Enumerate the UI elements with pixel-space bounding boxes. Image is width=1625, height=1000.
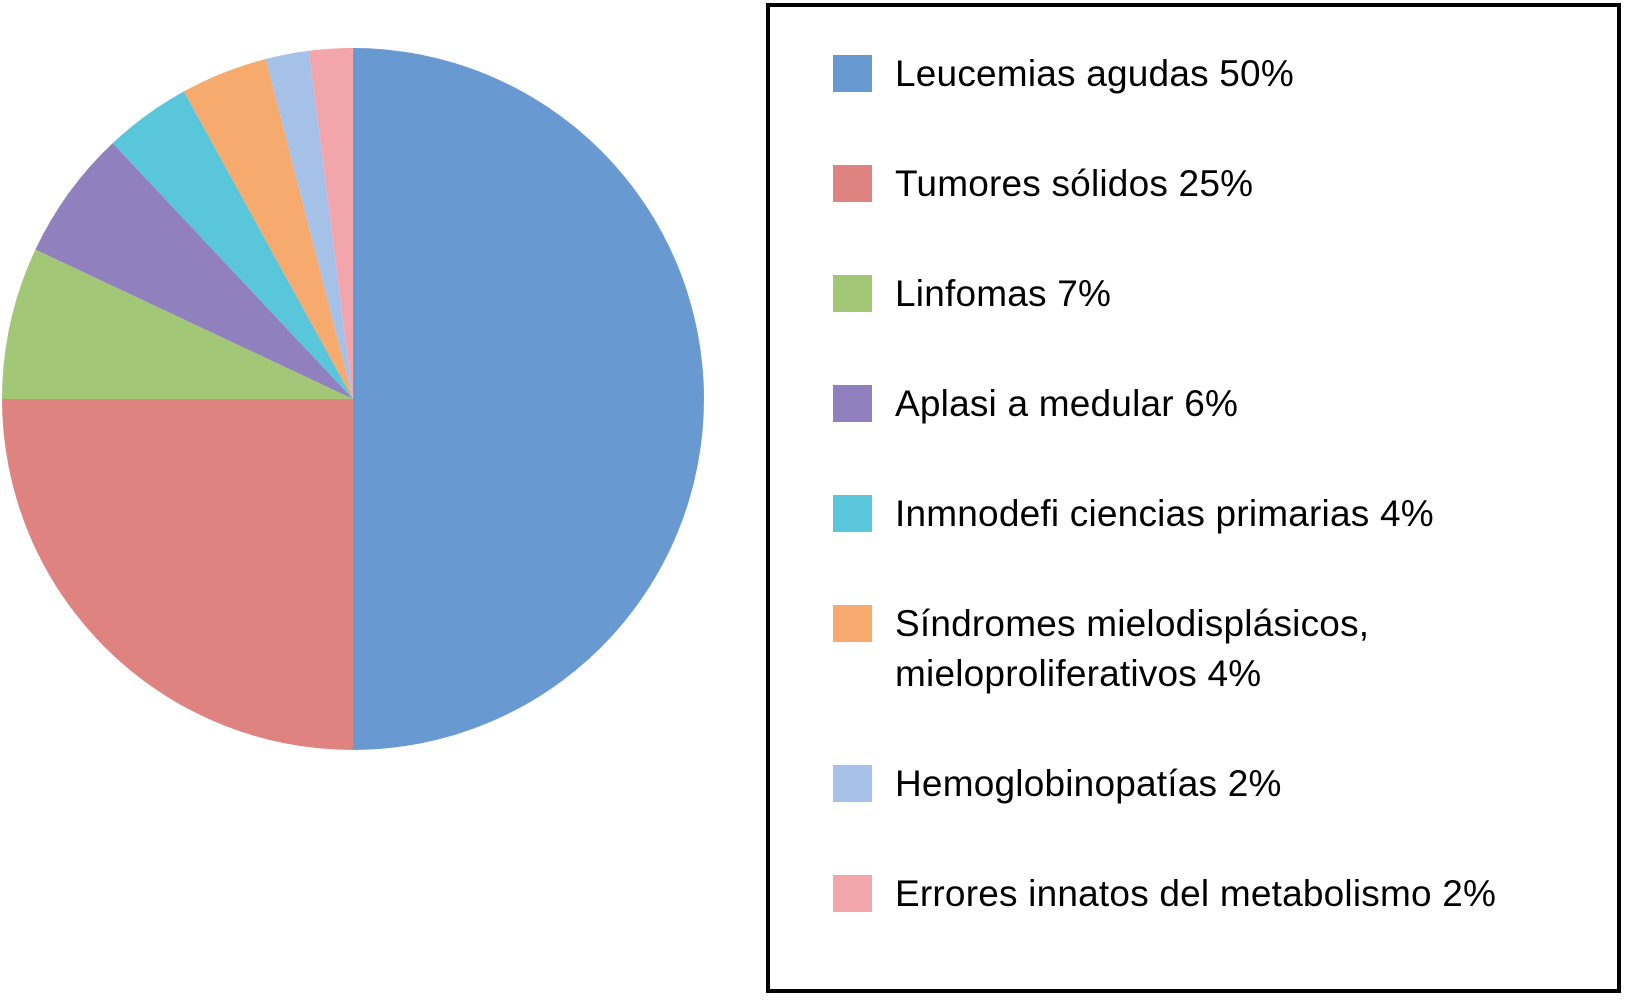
legend-item-2: Linfomas 7% [833, 269, 1597, 319]
legend-item-4: Inmnodefi ciencias primarias 4% [833, 489, 1597, 539]
legend-label: Tumores sólidos 25% [895, 163, 1254, 204]
legend-item-1: Tumores sólidos 25% [833, 159, 1597, 209]
legend-label: Errores innatos del metabolismo 2% [895, 873, 1497, 914]
legend-swatch-icon [833, 605, 872, 642]
pie-chart [2, 48, 704, 750]
legend-item-3: Aplasi a medular 6% [833, 379, 1597, 429]
legend-swatch-icon [833, 275, 872, 312]
legend-swatch-icon [833, 165, 872, 202]
pie-slice-2 [2, 249, 353, 399]
pie-slice-7 [309, 48, 353, 399]
legend-label: Inmnodefi ciencias primarias 4% [895, 493, 1434, 534]
pie-slice-3 [35, 143, 353, 399]
pie-slice-5 [183, 59, 353, 399]
legend-label: Leucemias agudas 50% [895, 53, 1294, 94]
legend-box: Leucemias agudas 50% Tumores sólidos 25% L… [766, 3, 1621, 993]
legend-swatch-icon [833, 875, 872, 912]
legend-item-6: Hemoglobinopatías 2% [833, 759, 1597, 809]
legend-swatch-icon [833, 495, 872, 532]
legend-label: Síndromes mielodisplásicos, mieloprolife… [895, 603, 1370, 694]
pie-slice-4 [112, 91, 353, 400]
legend-swatch-icon [833, 55, 872, 92]
legend-item-0: Leucemias agudas 50% [833, 49, 1597, 99]
legend-item-5: Síndromes mielodisplásicos, mieloprolife… [833, 599, 1597, 699]
legend-label: Aplasi a medular 6% [895, 383, 1239, 424]
pie-slice-1 [2, 399, 353, 750]
legend-label: Linfomas 7% [895, 273, 1112, 314]
pie-slice-0 [353, 48, 704, 750]
legend-swatch-icon [833, 385, 872, 422]
legend-label: Hemoglobinopatías 2% [895, 763, 1282, 804]
legend-swatch-icon [833, 765, 872, 802]
pie-slice-6 [265, 50, 353, 400]
legend-item-7: Errores innatos del metabolismo 2% [833, 869, 1597, 919]
